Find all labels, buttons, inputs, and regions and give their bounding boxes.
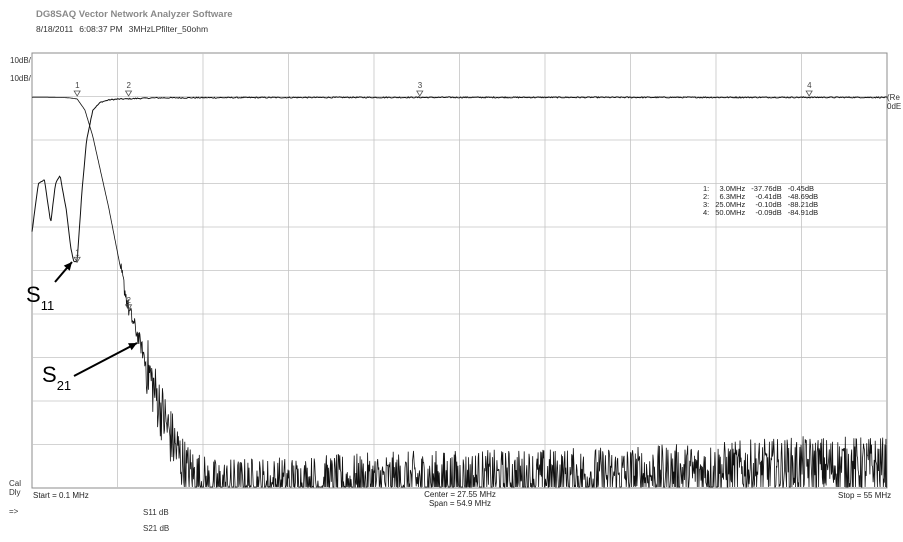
legend-s21[interactable]: S21 dB [143, 524, 170, 533]
marker-flag [73, 256, 81, 264]
marker-row-frequency: 25.0MHz [715, 200, 746, 209]
marker-row-id: 2: [703, 192, 710, 201]
marker-row-s21: -48.69dB [787, 192, 819, 201]
trace-s21 [32, 96, 887, 489]
capture-time: 6:08:37 PM [79, 24, 123, 34]
marker-number-label: 3 [418, 81, 423, 90]
s11-arrow-head [63, 262, 72, 271]
capture-info: 8/18/2011 6:08:37 PM 3MHzLPfilter_50ohm [36, 24, 214, 34]
app-title: DG8SAQ Vector Network Analyzer Software [36, 9, 233, 20]
scale-label-second: 10dB/ [10, 74, 31, 83]
center-frequency: Center = 27.55 MHz [424, 490, 496, 499]
annotation-arrows [54, 261, 138, 377]
marker-row-s21: -0.45dB [787, 184, 815, 193]
marker-flags: 1 1 2 2 3 4 [73, 81, 813, 311]
marker-row: 2: 6.3MHz -0.41dB -48.69dB [703, 193, 822, 201]
capture-filename: 3MHzLPfilter_50ohm [128, 24, 209, 34]
cal-dly-label: Cal Dly [9, 479, 21, 497]
marker-row: 4: 50.0MHz -0.09dB -84.91dB [703, 209, 822, 217]
marker-flag [124, 90, 133, 97]
marker-row-frequency: 50.0MHz [715, 208, 746, 217]
arrow-indicator: => [9, 507, 19, 516]
marker-row-id: 3: [703, 200, 710, 209]
start-frequency: Start = 0.1 MHz [33, 491, 89, 500]
stop-frequency: Stop = 55 MHz [838, 491, 892, 500]
scale-label-top: 10dB/ [10, 56, 31, 65]
plot-grid [31, 52, 888, 489]
marker-row-s11: -0.09dB [755, 208, 782, 217]
s21-annotation-main: S [42, 362, 57, 387]
center-span-block: Center = 27.55 MHz Span = 54.9 MHz [410, 490, 510, 508]
marker-row-id: 4: [703, 208, 710, 217]
marker-readout-table: 1: 3.0MHz -37.76dB -0.45dB 2: 6.3MHz -0.41dB -4… [703, 185, 822, 217]
marker-number-label: 2 [127, 296, 132, 305]
trace-s11 [31, 96, 888, 263]
s11-annotation-main: S [26, 282, 41, 307]
s21-arrow-shaft [73, 342, 138, 377]
marker-number-label: 1 [75, 81, 80, 90]
marker-flag [805, 90, 813, 97]
dly-label: Dly [9, 488, 21, 497]
s21-arrow-head [128, 343, 137, 351]
cal-label: Cal [9, 479, 22, 488]
marker-row-frequency: 6.3MHz [719, 192, 746, 201]
span-frequency: Span = 54.9 MHz [428, 499, 492, 508]
marker-row-frequency: 3.0MHz [719, 184, 746, 193]
s21-annotation: S21 [42, 362, 71, 393]
marker-flag [416, 90, 424, 97]
marker-flag [124, 304, 133, 311]
s21-annotation-sub: 21 [56, 378, 72, 393]
marker-row-s11: -0.41dB [755, 192, 782, 201]
capture-date: 8/18/2011 [36, 24, 74, 34]
legend-s11[interactable]: S11 dB [143, 508, 169, 517]
marker-row-id: 1: [703, 184, 710, 193]
reference-label-line1: (Re [887, 93, 900, 102]
reference-label: (Re 0dE [887, 93, 901, 111]
s11-annotation-sub: 11 [40, 298, 55, 313]
s11-annotation: S11 [26, 282, 54, 313]
marker-row-s21: -84.91dB [787, 208, 819, 217]
traces [31, 96, 888, 489]
marker-flag [73, 90, 81, 97]
marker-row-s11: -0.10dB [755, 200, 782, 209]
marker-row-s21: -88.21dB [787, 200, 819, 209]
reference-label-line2: 0dE [887, 102, 902, 111]
marker-number-label: 4 [807, 81, 812, 90]
marker-number-label: 1 [75, 248, 80, 257]
marker-row: 1: 3.0MHz -37.76dB -0.45dB [703, 185, 822, 193]
marker-row-s11: -37.76dB [751, 184, 782, 193]
marker-number-label: 2 [127, 81, 132, 90]
marker-row: 3: 25.0MHz -0.10dB -88.21dB [703, 201, 822, 209]
